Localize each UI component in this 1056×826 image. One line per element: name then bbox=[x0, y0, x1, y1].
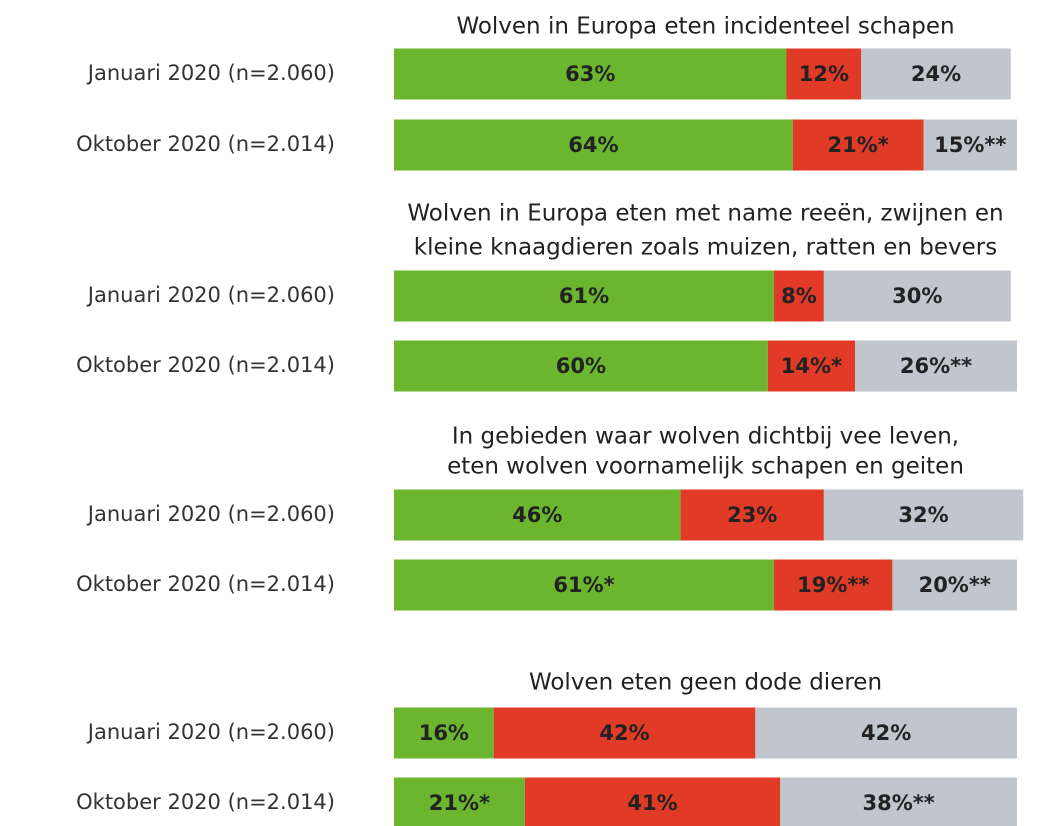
category-label: Oktober 2020 (n=2.014) bbox=[76, 790, 335, 814]
bar-segment bbox=[524, 777, 781, 826]
chart-title: kleine knaagdieren zoals muizen, ratten … bbox=[414, 235, 997, 261]
bar-segment bbox=[394, 707, 494, 759]
category-label: Januari 2020 (n=2.060) bbox=[86, 61, 335, 85]
category-label: Januari 2020 (n=2.060) bbox=[86, 502, 335, 526]
value-label: 42% bbox=[599, 721, 649, 745]
bar-segment bbox=[892, 559, 1017, 611]
bar-segment bbox=[823, 270, 1011, 322]
category-label: Januari 2020 (n=2.060) bbox=[86, 283, 335, 307]
value-label: 61%* bbox=[553, 573, 614, 597]
bar-segment bbox=[855, 340, 1017, 392]
chart-title: Wolven in Europa eten met name reeën, zw… bbox=[407, 201, 1003, 227]
chart-title: Wolven eten geen dode dieren bbox=[529, 670, 882, 696]
category-label: Oktober 2020 (n=2.014) bbox=[76, 132, 335, 156]
bar-segment bbox=[780, 777, 1017, 826]
value-label: 60% bbox=[556, 354, 606, 378]
bar-segment bbox=[394, 559, 775, 611]
chart-title: Wolven in Europa eten incidenteel schape… bbox=[456, 14, 954, 40]
bar-segment bbox=[755, 707, 1017, 759]
value-label: 24% bbox=[911, 62, 961, 86]
category-label: Januari 2020 (n=2.060) bbox=[86, 720, 335, 744]
bar-segment bbox=[394, 489, 681, 541]
value-label: 64% bbox=[568, 133, 618, 157]
value-label: 26%** bbox=[900, 354, 972, 378]
value-label: 14%* bbox=[781, 354, 842, 378]
bar-segment bbox=[394, 777, 525, 826]
value-label: 20%** bbox=[919, 573, 991, 597]
bar-segment bbox=[923, 119, 1017, 171]
bar-segment bbox=[394, 270, 775, 322]
value-label: 42% bbox=[861, 721, 911, 745]
bar-segment bbox=[774, 559, 893, 611]
bar-segment bbox=[394, 48, 787, 100]
value-label: 16% bbox=[419, 721, 469, 745]
value-label: 32% bbox=[898, 503, 948, 527]
bar-segment bbox=[786, 48, 862, 100]
bar-segment bbox=[394, 340, 768, 392]
value-label: 19%** bbox=[797, 573, 869, 597]
category-label: Oktober 2020 (n=2.014) bbox=[76, 353, 335, 377]
bar-segment bbox=[394, 119, 793, 171]
bar-segment bbox=[774, 270, 824, 322]
value-label: 21%* bbox=[828, 133, 889, 157]
value-label: 30% bbox=[892, 284, 942, 308]
bar-segment bbox=[493, 707, 756, 759]
value-label: 15%** bbox=[934, 133, 1006, 157]
chart-title: In gebieden waar wolven dichtbij vee lev… bbox=[452, 424, 959, 450]
value-label: 12% bbox=[799, 62, 849, 86]
bar-segment bbox=[792, 119, 924, 171]
category-label: Oktober 2020 (n=2.014) bbox=[76, 572, 335, 596]
chart-title: eten wolven voornamelijk schapen en geit… bbox=[447, 454, 964, 480]
value-label: 61% bbox=[559, 284, 609, 308]
value-label: 38%** bbox=[863, 791, 935, 815]
value-label: 46% bbox=[512, 503, 562, 527]
bar-segment bbox=[861, 48, 1011, 100]
value-label: 23% bbox=[727, 503, 777, 527]
value-label: 63% bbox=[565, 62, 615, 86]
value-label: 41% bbox=[627, 791, 677, 815]
bar-segment bbox=[823, 489, 1024, 541]
value-label: 21%* bbox=[429, 791, 490, 815]
bar-segment bbox=[767, 340, 856, 392]
bar-segment bbox=[680, 489, 824, 541]
value-label: 8% bbox=[781, 284, 817, 308]
